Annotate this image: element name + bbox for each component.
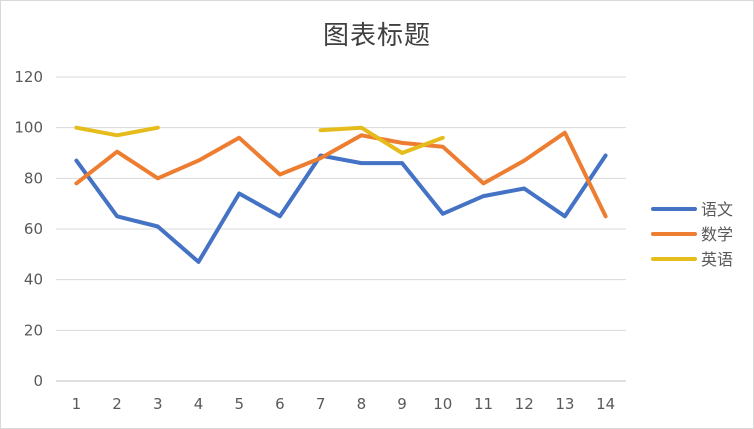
x-tick-label: 14 — [596, 395, 615, 413]
x-tick-label: 7 — [316, 395, 326, 413]
legend-label: 语文 — [701, 200, 733, 219]
x-tick-label: 12 — [515, 395, 534, 413]
x-tick-label: 10 — [433, 395, 452, 413]
x-tick-label: 2 — [112, 395, 122, 413]
series-line — [74, 125, 160, 138]
series-2 — [74, 130, 608, 219]
y-tick-label: 40 — [24, 271, 43, 289]
y-tick-label: 100 — [14, 119, 43, 137]
x-tick-label: 9 — [397, 395, 407, 413]
y-tick-label: 80 — [24, 169, 43, 187]
chart-title: 图表标题 — [322, 21, 431, 51]
y-tick-label: 120 — [14, 68, 43, 86]
x-tick-label: 5 — [234, 395, 244, 413]
x-tick-label: 6 — [275, 395, 285, 413]
grid-layer — [56, 76, 626, 382]
legend-label: 英语 — [701, 250, 733, 269]
x-tick-label: 4 — [194, 395, 204, 413]
x-tick-layer: 1 2 3 4 5 6 7 8 9 10 11 12 13 14 — [72, 395, 616, 413]
series-layer — [74, 125, 608, 264]
series-3 — [74, 125, 445, 155]
series-line — [74, 130, 608, 219]
x-tick-label: 13 — [555, 395, 574, 413]
y-tick-label: 20 — [24, 321, 43, 339]
series-line — [74, 153, 608, 264]
y-tick-layer: 0 20 40 60 80 100 120 — [14, 68, 43, 390]
x-tick-label: 8 — [357, 395, 367, 413]
x-tick-label: 11 — [474, 395, 493, 413]
y-tick-label: 0 — [33, 372, 43, 390]
y-tick-label: 60 — [24, 220, 43, 238]
series-1 — [74, 153, 608, 264]
x-tick-label: 1 — [72, 395, 82, 413]
series-line — [318, 125, 445, 155]
legend-label: 数学 — [701, 225, 733, 244]
x-tick-label: 3 — [153, 395, 163, 413]
